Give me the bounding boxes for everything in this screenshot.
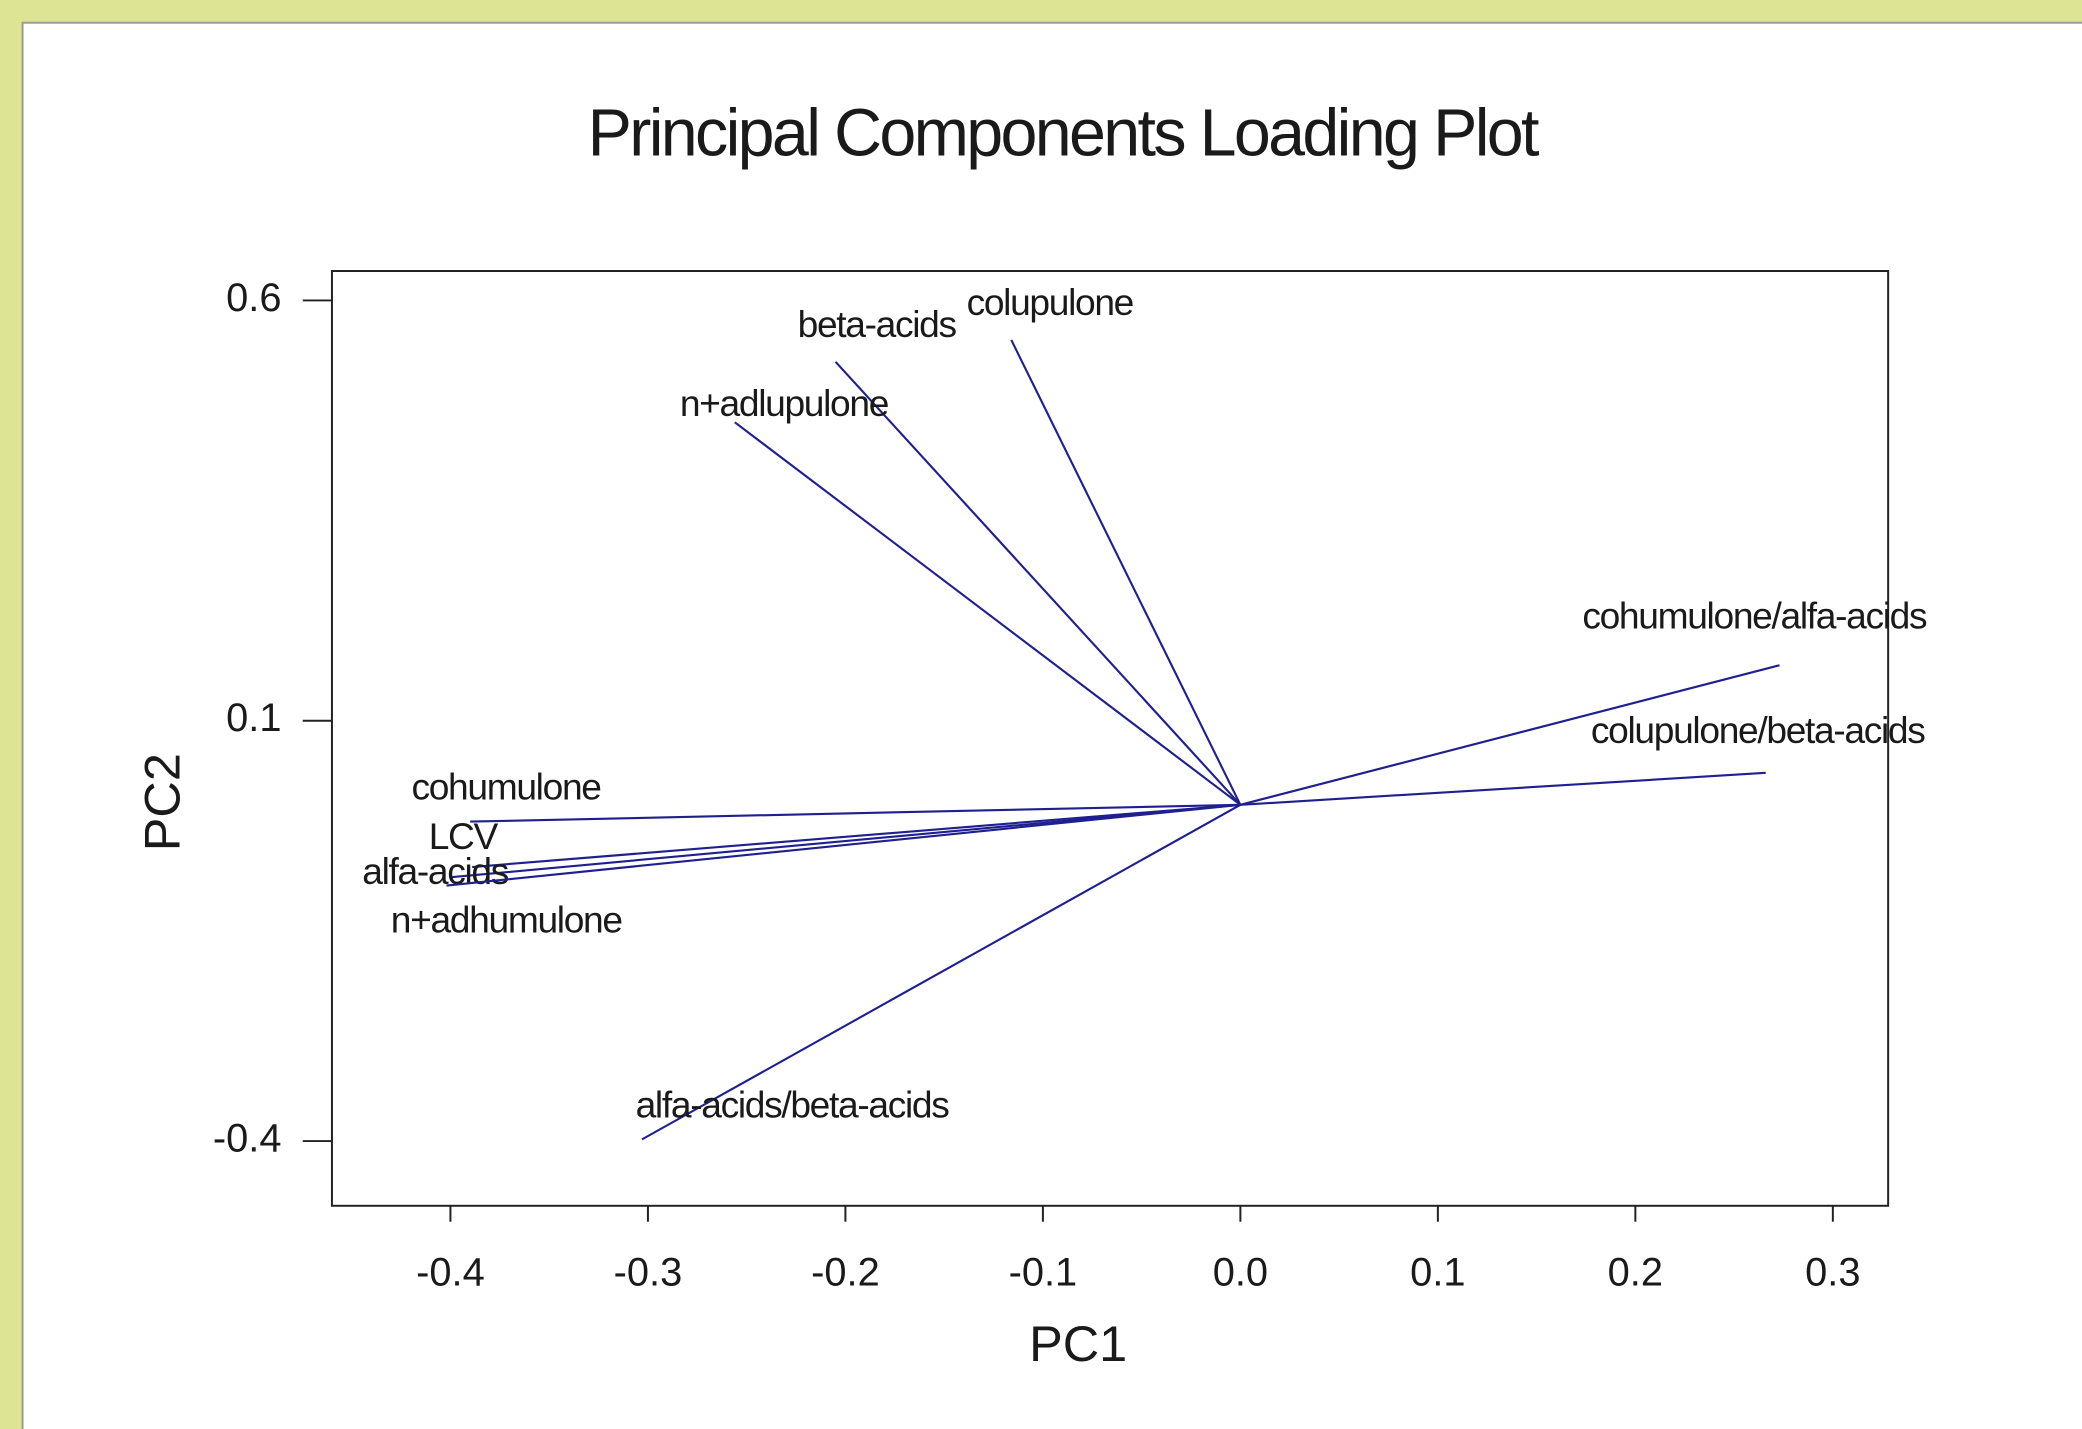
loading-vector — [834, 361, 1242, 806]
loading-vector — [446, 803, 1241, 887]
point-label: alfa-acids — [362, 850, 508, 892]
x-tick-label: 0.2 — [1608, 1250, 1663, 1294]
x-axis-label: PC1 — [1029, 1315, 1127, 1372]
x-tick-label: -0.3 — [614, 1250, 683, 1294]
point-label: colupulone — [967, 281, 1134, 323]
y-axis-label: PC2 — [133, 753, 190, 851]
panel — [21, 21, 2082, 1429]
x-tick-label: -0.2 — [811, 1250, 880, 1294]
plot-frame — [330, 270, 1890, 1207]
y-tick-label: 0.6 — [226, 276, 281, 320]
y-tick-label: 0.1 — [226, 696, 281, 740]
point-label: beta-acids — [798, 303, 957, 345]
point-label: LCV — [429, 815, 499, 857]
point-label: colupulone/beta-acids — [1591, 709, 1925, 751]
loading-vector — [641, 803, 1241, 1141]
x-tick-label: 0.3 — [1805, 1250, 1860, 1294]
point-label: n+adhumulone — [391, 899, 623, 941]
x-tick-label: -0.1 — [1009, 1250, 1078, 1294]
point-label: cohumulone — [411, 766, 601, 808]
x-tick-label: 0.1 — [1410, 1250, 1465, 1294]
point-label: n+adlupulone — [680, 382, 889, 424]
point-label: alfa-acids/beta-acids — [636, 1083, 950, 1125]
x-tick-label: -0.4 — [416, 1250, 485, 1294]
loading-vector — [472, 803, 1241, 869]
loading-vector — [452, 803, 1241, 879]
loading-vector — [734, 421, 1242, 806]
loading-vector — [1240, 664, 1780, 806]
point-label: cohumulone/alfa-acids — [1582, 595, 1927, 637]
loading-vector — [1010, 339, 1242, 806]
x-tick-label: 0.0 — [1213, 1250, 1268, 1294]
chart-title: Principal Components Loading Plot — [588, 97, 1539, 171]
loading-vector — [1240, 771, 1766, 806]
loading-vector — [470, 803, 1241, 823]
y-tick-label: -0.4 — [213, 1117, 282, 1161]
